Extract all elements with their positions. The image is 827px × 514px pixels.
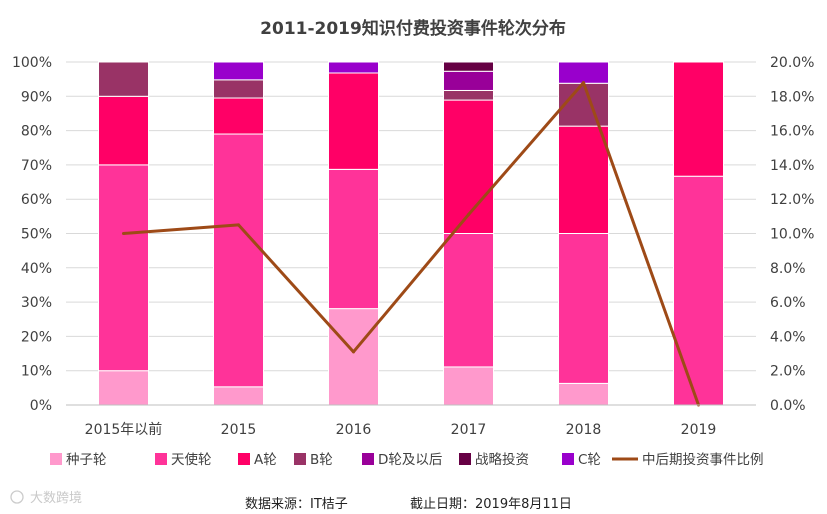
x-tick-label: 2016 bbox=[336, 422, 372, 438]
bar-segment bbox=[213, 79, 264, 99]
y-left-tick-label: 100% bbox=[12, 55, 52, 71]
bar-segment bbox=[673, 175, 724, 406]
x-tick-label: 2017 bbox=[451, 422, 487, 438]
y-left-tick-label: 90% bbox=[21, 89, 52, 105]
legend-label: B轮 bbox=[310, 452, 333, 468]
legend-label: 中后期投资事件比例 bbox=[642, 452, 764, 468]
bar-segment bbox=[558, 61, 609, 84]
chart-title: 2011-2019知识付费投资事件轮次分布 bbox=[260, 18, 566, 39]
bar-segment bbox=[98, 95, 149, 166]
y-left-tick-label: 80% bbox=[21, 124, 52, 140]
legend-label: 种子轮 bbox=[66, 452, 107, 468]
y-right-tick-label: 2.0% bbox=[770, 364, 806, 380]
bar-segment bbox=[328, 308, 379, 406]
legend-label: A轮 bbox=[254, 452, 277, 468]
bar-segment bbox=[443, 99, 494, 234]
y-right-tick-label: 6.0% bbox=[770, 295, 806, 311]
legend: 种子轮 天使轮 A轮 B轮 D轮及以后 战略投资 C轮 中后期投资事件比例 bbox=[50, 451, 764, 468]
legend-label: 天使轮 bbox=[171, 451, 212, 468]
y-left-tick-label: 30% bbox=[21, 295, 52, 311]
y-right-tick-label: 16.0% bbox=[770, 124, 814, 140]
bar-segment bbox=[558, 82, 609, 127]
legend-label: C轮 bbox=[578, 452, 601, 468]
bar-segment bbox=[328, 72, 379, 170]
legend-swatch bbox=[294, 453, 306, 465]
y-left-tick-label: 0% bbox=[30, 398, 52, 414]
x-tick-label: 2019 bbox=[681, 422, 717, 438]
bar-segment bbox=[213, 97, 264, 135]
legend-swatch bbox=[562, 453, 574, 465]
line-point bbox=[237, 223, 240, 227]
y-right-tick-label: 12.0% bbox=[770, 192, 814, 208]
bar-segment bbox=[558, 382, 609, 406]
legend-swatch bbox=[238, 453, 250, 465]
bar-segment bbox=[443, 89, 494, 101]
bar-segment bbox=[98, 61, 149, 97]
watermark-text: 大数跨境 bbox=[30, 491, 82, 506]
bar-segment bbox=[443, 70, 494, 91]
bar-segment bbox=[558, 233, 609, 384]
y-left-tick-label: 20% bbox=[21, 329, 52, 345]
bar-segment bbox=[328, 61, 379, 74]
bar-segment bbox=[98, 370, 149, 406]
watermark-logo-icon bbox=[10, 490, 24, 504]
y-right-tick-label: 14.0% bbox=[770, 158, 814, 174]
watermark: 大数跨境 bbox=[10, 490, 82, 506]
y-right-tick-label: 20.0% bbox=[770, 55, 814, 71]
bar-segment bbox=[443, 61, 494, 72]
y-left-tick-label: 50% bbox=[21, 227, 52, 243]
line-series bbox=[122, 81, 700, 407]
legend-swatch bbox=[362, 453, 374, 465]
bar-segment bbox=[673, 61, 724, 177]
legend-swatch bbox=[155, 453, 167, 465]
bar-segment bbox=[213, 61, 264, 81]
y-right-tick-label: 10.0% bbox=[770, 227, 814, 243]
line-point bbox=[467, 213, 470, 217]
legend-label: D轮及以后 bbox=[378, 452, 442, 468]
line-series-path bbox=[123, 81, 700, 406]
y-left-tick-label: 60% bbox=[21, 192, 52, 208]
x-tick-label: 2015年以前 bbox=[85, 421, 163, 438]
bar-series bbox=[98, 61, 724, 406]
grid-lines bbox=[66, 61, 756, 406]
y-right-tick-label: 18.0% bbox=[770, 89, 814, 105]
bar-segment bbox=[98, 164, 149, 372]
footer-date: 截止日期：2019年8月11日 bbox=[410, 497, 572, 512]
legend-swatch bbox=[50, 453, 62, 465]
y-right-tick-label: 0.0% bbox=[770, 398, 806, 414]
bar-segment bbox=[328, 168, 379, 310]
bar-segment bbox=[443, 233, 494, 368]
y-right-tick-label: 4.0% bbox=[770, 329, 806, 345]
x-tick-label: 2015 bbox=[221, 422, 257, 438]
bar-segment bbox=[213, 133, 264, 388]
y-left-tick-label: 40% bbox=[21, 261, 52, 277]
axes: 0% 0.0% 10% 2.0% 20% 4.0% 30% 6.0% 40% 8.0% 50% 10.… bbox=[12, 55, 815, 438]
line-point bbox=[352, 350, 355, 354]
line-point bbox=[582, 81, 585, 85]
legend-label: 战略投资 bbox=[475, 452, 529, 468]
bar-segment bbox=[558, 125, 609, 234]
x-tick-label: 2018 bbox=[566, 422, 602, 438]
y-left-tick-label: 10% bbox=[21, 364, 52, 380]
line-point bbox=[122, 232, 125, 235]
bar-segment bbox=[443, 366, 494, 406]
bar-segment bbox=[213, 386, 264, 406]
y-right-tick-label: 8.0% bbox=[770, 261, 806, 277]
y-left-tick-label: 70% bbox=[21, 158, 52, 174]
footer-source: 数据来源：IT桔子 bbox=[245, 497, 348, 512]
legend-swatch bbox=[459, 453, 471, 465]
